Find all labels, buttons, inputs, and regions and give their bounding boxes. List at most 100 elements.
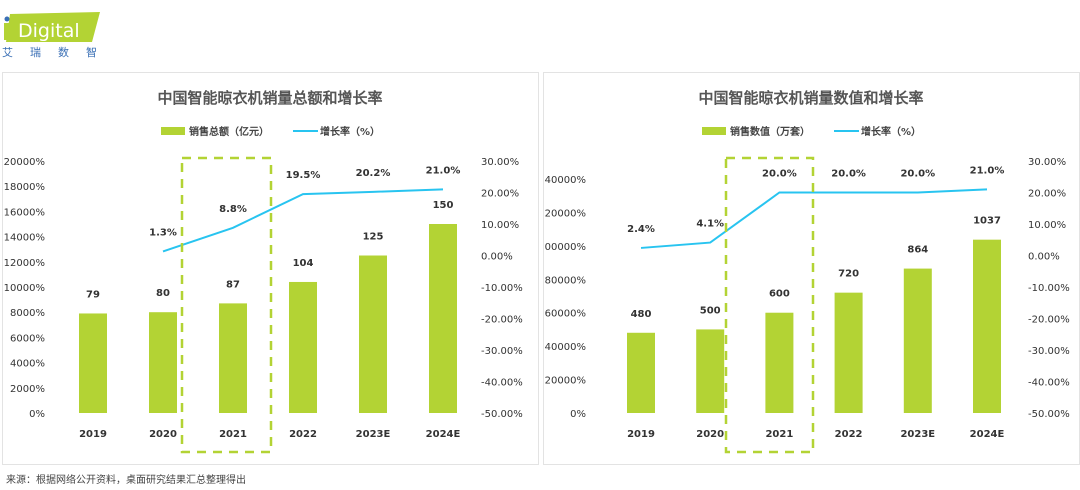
left-axis-tick: 8000% — [10, 308, 45, 319]
x-axis-tick: 2024E — [970, 429, 1005, 440]
right-axis-tick: -40.00% — [481, 378, 523, 389]
left-axis-tick: 10000% — [4, 283, 45, 294]
legend-line-label: 增长率（%） — [320, 125, 380, 138]
line-label: 21.0% — [970, 165, 1005, 176]
legend-line-label: 增长率（%） — [861, 125, 921, 138]
bar — [696, 329, 725, 413]
right-axis-tick: -30.00% — [1028, 346, 1070, 357]
growth-line — [162, 188, 444, 253]
line-label: 20.0% — [900, 169, 935, 180]
right-axis-tick: 10.00% — [481, 220, 519, 231]
left-axis-tick: 0% — [29, 409, 45, 420]
right-axis-tick: 0.00% — [1028, 252, 1060, 263]
legend-bar-label: 销售数值（万套） — [730, 125, 810, 138]
right-axis-tick: -50.00% — [1028, 409, 1070, 420]
bar-label: 500 — [700, 305, 721, 316]
bar — [627, 332, 655, 413]
growth-line — [640, 188, 988, 249]
chart-title: 中国智能晾衣机销量数值和增长率 — [698, 89, 923, 107]
x-axis-tick: 2020 — [696, 429, 724, 440]
right-axis-tick: -20.00% — [481, 315, 523, 326]
line-label: 4.1% — [696, 219, 724, 230]
bar — [149, 312, 177, 413]
left-axis-tick: 20000% — [4, 157, 45, 168]
legend-bar-label: 销售总额（亿元） — [189, 125, 269, 138]
right-axis-tick: 10.00% — [1028, 220, 1066, 231]
left-axis-tick: 120000% — [544, 208, 586, 219]
right-axis-tick: -30.00% — [481, 346, 523, 357]
line-label: 20.2% — [356, 168, 391, 179]
logo: Digital — [2, 10, 102, 46]
left-axis-tick: 4000% — [10, 359, 45, 370]
line-label: 19.5% — [286, 170, 321, 181]
bar-label: 125 — [363, 232, 384, 243]
x-axis-tick: 2019 — [627, 429, 655, 440]
left-axis-tick: 16000% — [4, 207, 45, 218]
x-axis-tick: 2024E — [426, 429, 461, 440]
right-axis-tick: 30.00% — [481, 157, 519, 168]
line-label: 20.0% — [831, 169, 866, 180]
x-axis-tick: 2022 — [835, 429, 863, 440]
bar-label: 150 — [433, 200, 454, 211]
x-axis-tick: 2023E — [356, 429, 391, 440]
source-note: 来源：根据网络公开资料，桌面研究结果汇总整理得出 — [6, 475, 246, 486]
right-axis-tick: 30.00% — [1028, 157, 1066, 168]
bar-label: 80 — [156, 288, 170, 299]
left-axis-tick: 0% — [570, 409, 586, 420]
left-axis-tick: 6000% — [10, 333, 45, 344]
chart-title: 中国智能晾衣机销量总额和增长率 — [157, 89, 382, 107]
bar-label: 720 — [838, 269, 859, 280]
bar-label: 600 — [769, 289, 790, 300]
left-axis-tick: 2000% — [10, 384, 45, 395]
x-axis-tick: 2020 — [149, 429, 177, 440]
bar — [765, 312, 794, 413]
bar — [973, 239, 1001, 413]
right-axis-tick: 20.00% — [1028, 189, 1066, 200]
right-axis-tick: 0.00% — [481, 252, 513, 263]
bar-label: 79 — [86, 289, 100, 300]
left-axis-tick: 140000% — [544, 175, 586, 186]
left-axis-tick: 60000% — [545, 309, 586, 320]
left-axis-tick: 12000% — [4, 258, 45, 269]
right-axis-tick: -10.00% — [1028, 283, 1070, 294]
bar-label: 104 — [293, 258, 314, 269]
bar — [429, 224, 457, 413]
bar-label: 87 — [226, 279, 240, 290]
left-axis-tick: 14000% — [4, 233, 45, 244]
right-axis-tick: -20.00% — [1028, 315, 1070, 326]
bar — [834, 292, 863, 413]
x-axis-tick: 2019 — [79, 429, 107, 440]
left-axis-tick: 80000% — [545, 275, 586, 286]
highlight-box — [724, 156, 815, 454]
left-axis-tick: 18000% — [4, 182, 45, 193]
bar-label: 864 — [907, 245, 928, 256]
bar — [903, 268, 932, 413]
line-label: 8.8% — [219, 204, 247, 215]
right-axis-tick: 20.00% — [481, 189, 519, 200]
line-label: 1.3% — [149, 227, 177, 238]
right-axis-tick: -40.00% — [1028, 378, 1070, 389]
bar — [219, 303, 247, 413]
right-axis-tick: -50.00% — [481, 409, 523, 420]
legend-bar-swatch — [702, 127, 726, 135]
bar-label: 480 — [631, 309, 652, 320]
chart-panel-volume: 中国智能晾衣机销量数值和增长率销售数值（万套） 增长率（%） 0% 20000% 400… — [538, 72, 1080, 465]
line-label: 21.0% — [426, 165, 461, 176]
bar — [359, 255, 387, 413]
left-axis-tick: 20000% — [545, 376, 586, 387]
left-axis-tick: 100000% — [544, 242, 586, 253]
x-axis-tick: 2021 — [219, 429, 247, 440]
chart-panel-amount: 中国智能晾衣机销量总额和增长率销售总额（亿元） 增长率（%） 0% 2000% 4000… — [2, 72, 539, 465]
legend-bar-swatch — [161, 127, 185, 135]
left-axis-tick: 40000% — [545, 342, 586, 353]
line-label: 20.0% — [762, 169, 797, 180]
x-axis-tick: 2022 — [289, 429, 317, 440]
line-label: 2.4% — [627, 224, 655, 235]
logo-subtitle: 艾瑞数智 — [2, 46, 114, 59]
bar-label: 1037 — [973, 216, 1001, 227]
bar — [289, 281, 317, 413]
x-axis-tick: 2023E — [900, 429, 935, 440]
right-axis-tick: -10.00% — [481, 283, 523, 294]
